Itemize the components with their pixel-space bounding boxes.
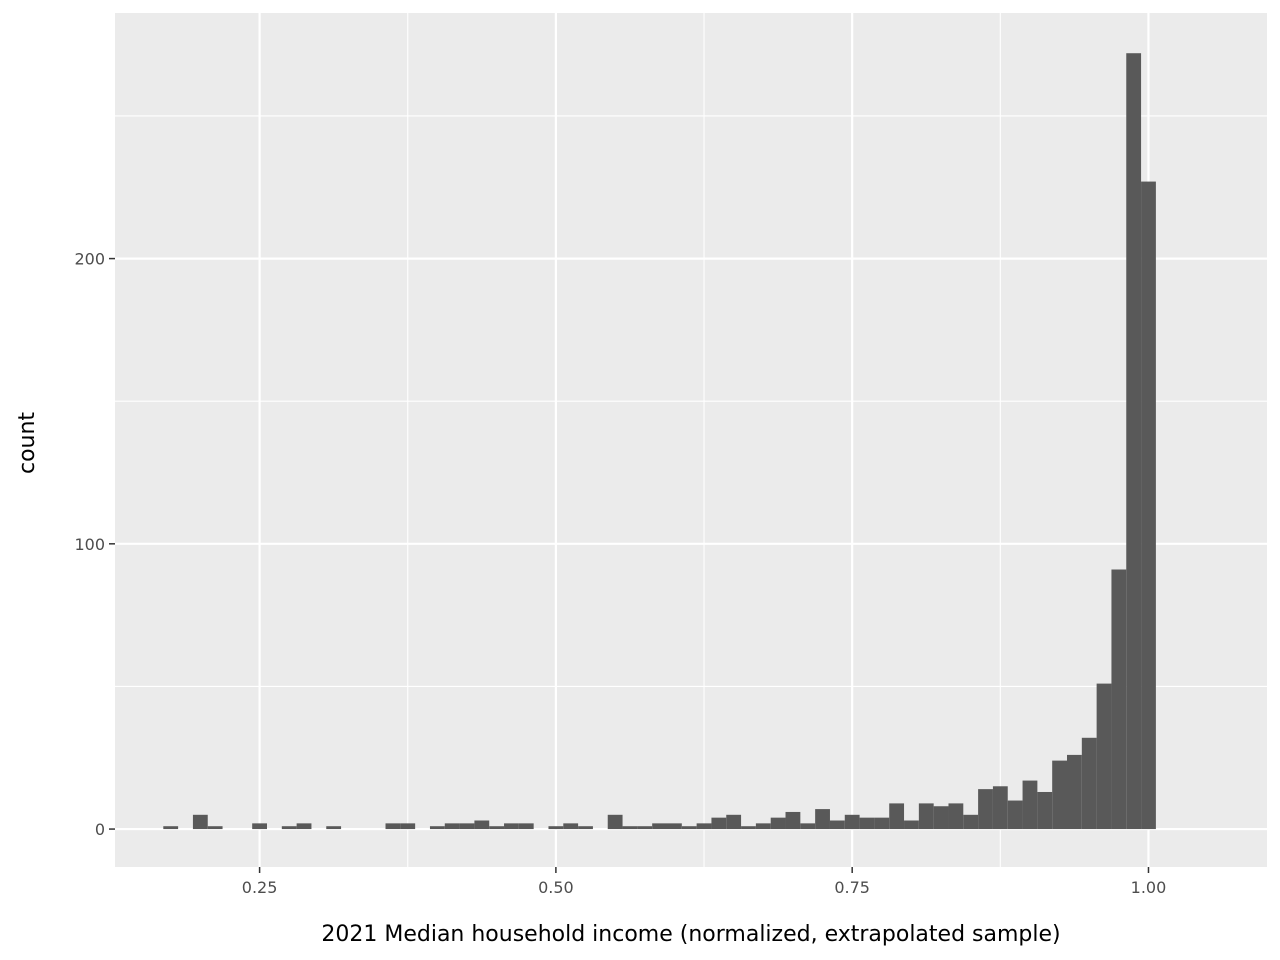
histogram-bar [933,806,949,830]
y-tick-label: 200 [74,250,105,269]
histogram-bar [1126,53,1142,830]
histogram-bar [1096,683,1112,830]
histogram-bar [918,803,934,830]
histogram-bar [652,823,667,830]
histogram-bar [578,826,593,830]
x-tick-label: 1.00 [1131,878,1167,897]
histogram-bar [755,823,771,830]
x-tick-label: 0.75 [834,878,870,897]
histogram-bar [607,814,623,830]
histogram-bar [489,826,505,830]
y-tick-label: 100 [74,535,105,554]
x-axis-title: 2021 Median household income (normalized… [321,922,1060,947]
histogram-bar [1141,181,1156,830]
histogram-bar [444,823,460,830]
histogram-bar [874,817,890,830]
histogram-bar [474,820,490,830]
histogram-bar [696,823,712,830]
histogram-bar [889,803,905,830]
histogram-bar [1022,780,1038,830]
histogram-bar [1081,737,1097,830]
histogram-bar [963,814,979,830]
plot-panel [115,13,1267,867]
histogram-bar [163,826,179,830]
histogram-bar [859,817,875,830]
histogram-bar [1067,754,1082,830]
histogram-bar [815,809,830,830]
histogram-bar [904,820,919,830]
histogram-bar [296,823,312,830]
histogram-bar [1007,800,1023,830]
histogram-bar [192,814,208,830]
histogram-bar [1037,791,1053,830]
histogram-bar [800,823,816,830]
histogram-bar [681,826,697,830]
y-axis-title: count [15,412,40,474]
histogram-bar [844,814,860,830]
histogram-bar [711,817,727,830]
histogram-bar [1111,569,1127,830]
histogram-bar [637,826,653,830]
histogram-bar [770,817,786,830]
histogram-bar [504,823,519,830]
histogram-bar [622,826,638,830]
histogram-bar [726,814,742,830]
histogram-bar [1052,760,1067,830]
histogram-bar [563,823,579,830]
histogram-bar [252,823,267,830]
histogram-bar [548,826,564,830]
x-tick-label: 0.50 [538,878,574,897]
histogram-bar [667,823,682,830]
histogram-bar [207,826,223,830]
axis-ticks: 0.25 0.50 0.75 1.00 0 100 200 [74,250,1166,897]
histogram-bar [459,823,475,830]
histogram-bar [385,823,401,830]
y-tick-label: 0 [95,820,105,839]
histogram-bar [400,823,416,830]
histogram-bar [741,826,756,830]
histogram-bar [829,820,845,830]
histogram-bar [326,826,342,830]
histogram-bar [429,826,445,830]
x-tick-label: 0.25 [242,878,278,897]
histogram-bars [163,53,1156,830]
histogram-bar [978,789,993,830]
histogram-bar [785,811,801,830]
histogram-bar [518,823,534,830]
histogram-bar [281,826,297,830]
histogram-bar [948,803,964,830]
histogram-bar [992,786,1008,830]
